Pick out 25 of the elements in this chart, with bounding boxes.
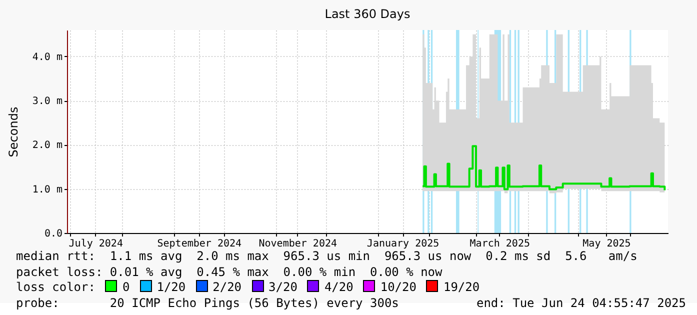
text: 0 <box>122 280 130 294</box>
x-tick-label: May 2025 <box>582 238 631 250</box>
x-tick-label: March 2025 <box>470 238 530 250</box>
chart-title: Last 360 Days <box>324 7 410 21</box>
text: end: Tue Jun 24 04:55:47 2025 <box>476 296 686 311</box>
text: 10/20 <box>380 280 416 294</box>
text: packet loss: 0.01 % avg 0.45 % max 0.00 % min 0.00 % now <box>16 264 444 280</box>
y-axis-title: Seconds <box>6 106 20 158</box>
x-tick-label: January 2025 <box>366 238 440 250</box>
text: 3/20 <box>268 280 298 294</box>
text: median rtt: 1.1 ms avg 2.0 ms max 965.3 us min 965.3 us now 0.2 ms sd 5.6 am/s <box>16 249 638 264</box>
text: loss color: <box>16 280 96 294</box>
text: 1/20 <box>156 280 186 294</box>
y-tick-label: 1.0 m <box>32 184 62 196</box>
x-tick-label: November 2024 <box>258 238 338 250</box>
text: 4/20 <box>324 280 354 294</box>
y-tick-label: 4.0 m <box>32 52 62 63</box>
text: 19/20 <box>443 280 480 294</box>
y-tick-label: 0.0 <box>44 228 62 240</box>
y-tick-label: 2.0 m <box>32 140 62 152</box>
text: 2/20 <box>212 280 242 294</box>
text: probe: 20 ICMP Echo Pings (56 Bytes) every 300s <box>16 296 399 310</box>
x-tick-label: July 2024 <box>68 238 123 250</box>
y-tick-label: 3.0 m <box>32 96 62 108</box>
x-tick-label: September 2024 <box>157 238 242 250</box>
